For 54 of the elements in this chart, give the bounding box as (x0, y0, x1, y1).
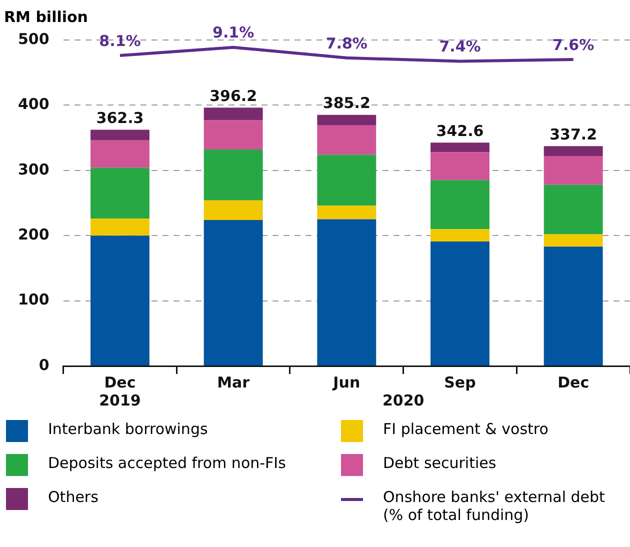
bar (430, 180, 490, 230)
bar (544, 156, 603, 185)
bar (317, 125, 376, 155)
legend-label: Debt securities (383, 454, 496, 472)
x-tick-label: Dec (558, 373, 590, 392)
data-label: 7.6% (552, 36, 594, 54)
legend-label: Interbank borrowings (48, 420, 208, 438)
bar (204, 220, 263, 366)
y-axis-title: RM billion (4, 8, 88, 26)
legend-label: Deposits accepted from non-FIs (48, 454, 286, 472)
y-tick-label: 400 (18, 95, 50, 114)
total-label: 342.6 (436, 122, 484, 140)
text: 2020 (382, 391, 424, 410)
x-tick-label: Mar (217, 373, 250, 392)
data-label: 8.1% (99, 32, 141, 50)
total-label: 385.2 (322, 94, 370, 112)
bar (90, 218, 150, 236)
data-label: 7.8% (326, 34, 368, 52)
data-label: 9.1% (212, 24, 254, 42)
y-tick-label: 500 (18, 30, 50, 48)
y-tick-label: 100 (18, 290, 50, 309)
x-tick-label: Dec 2019 (99, 373, 141, 410)
bar (430, 142, 490, 152)
bar (544, 146, 603, 156)
legend-label: Others (48, 488, 98, 506)
bar (317, 219, 376, 366)
y-tick-label: 300 (18, 160, 50, 178)
bar (317, 114, 376, 126)
total-label: 396.2 (210, 87, 258, 106)
bar (317, 154, 376, 206)
bar (430, 152, 490, 180)
total-label: 337.2 (550, 126, 598, 144)
legend-label: FI placement & vostro (383, 420, 548, 438)
total-label: 362.3 (96, 109, 144, 128)
bar (90, 236, 150, 366)
data-label: 7.4% (439, 38, 481, 56)
bar (90, 140, 150, 168)
y-tick-label: 0 (38, 356, 50, 374)
bar (90, 168, 150, 219)
x-tick-label: Sep (444, 373, 476, 392)
bar (204, 150, 263, 200)
bar (317, 206, 376, 220)
y-tick-label: 200 (18, 225, 50, 244)
x-tick-label: Jun (332, 373, 360, 392)
bar (204, 120, 263, 150)
bar (544, 234, 603, 247)
bar (204, 108, 263, 120)
legend-label: Onshore banks' external debt (% of total funding) (383, 488, 606, 524)
bar (544, 184, 603, 234)
bar (90, 130, 150, 140)
bar (430, 241, 490, 366)
bar (204, 200, 263, 220)
bar (430, 229, 490, 242)
bar (544, 246, 603, 366)
